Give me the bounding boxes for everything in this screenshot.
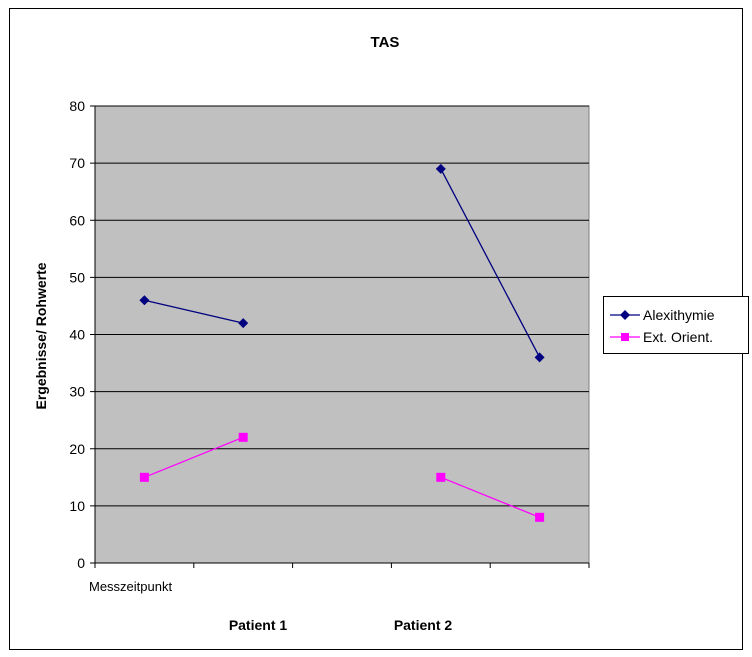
group-label-patient-1: Patient 1 <box>229 617 288 633</box>
y-tick-label-70: 70 <box>69 155 85 171</box>
point-alexithymie-1-1 <box>534 352 545 363</box>
y-tick-label-80: 80 <box>69 98 85 114</box>
y-axis-ticks: 0 10 20 30 40 50 60 70 80 <box>69 98 96 571</box>
legend-label-ext-orient: Ext. Orient. <box>643 329 714 345</box>
x-first-category-label: Messzeitpunkt <box>89 579 172 594</box>
point-ext-orient-0-0 <box>139 472 149 482</box>
point-ext-orient-0-1 <box>238 432 248 442</box>
point-alexithymie-0-0 <box>139 295 150 306</box>
y-tick-label-60: 60 <box>69 212 85 228</box>
y-tick-label-50: 50 <box>69 269 85 285</box>
series-layer <box>139 163 545 522</box>
point-alexithymie-1-0 <box>435 163 446 174</box>
y-tick-label-0: 0 <box>77 555 85 571</box>
y-tick-label-40: 40 <box>69 327 85 343</box>
grid-lines <box>95 105 589 507</box>
x-axis-ticks <box>94 562 590 568</box>
legend-swatch-ext-orient <box>610 333 640 341</box>
y-tick-label-20: 20 <box>69 441 85 457</box>
point-alexithymie-0-1 <box>238 318 249 329</box>
y-axis-label: Ergebnisse/ Rohwerte <box>33 262 49 409</box>
legend-swatch-alexithymie <box>610 310 640 320</box>
point-ext-orient-1-0 <box>436 472 446 482</box>
chart-title: TAS <box>371 34 400 51</box>
legend-item-ext-orient: Ext. Orient. <box>604 327 713 347</box>
y-tick-label-30: 30 <box>69 384 85 400</box>
series-line-ext-orient-1 <box>440 476 540 518</box>
series-line-alexithymie-0 <box>144 299 244 324</box>
y-tick-label-10: 10 <box>69 498 85 514</box>
legend: Alexithymie Ext. Orient. <box>603 296 749 354</box>
series-line-alexithymie-1 <box>440 168 541 358</box>
group-label-patient-2: Patient 2 <box>394 617 453 633</box>
series-line-ext-orient-0 <box>144 436 244 478</box>
point-ext-orient-1-1 <box>535 512 545 522</box>
legend-label-alexithymie: Alexithymie <box>643 307 715 323</box>
legend-item-alexithymie: Alexithymie <box>604 305 715 325</box>
